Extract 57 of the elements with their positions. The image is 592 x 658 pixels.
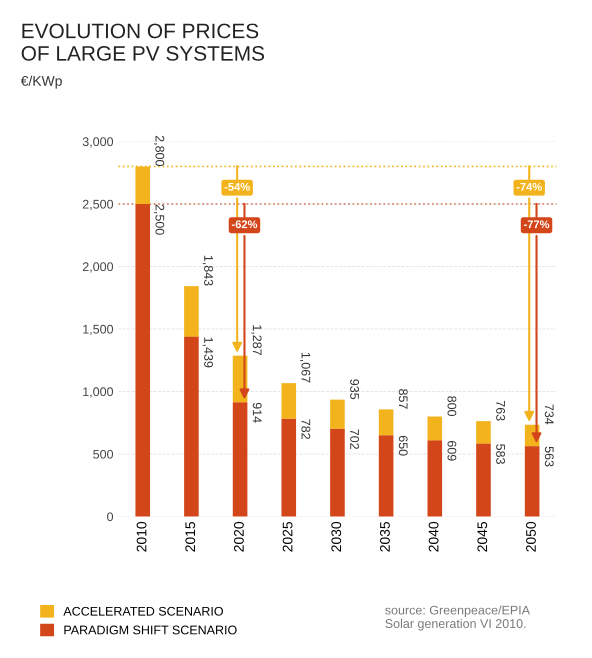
legend-label: ACCELERATED SCENARIO [63, 606, 223, 616]
text: 609 [447, 441, 456, 461]
bar [476, 421, 491, 444]
y-axis-title: €/KWp [20, 76, 62, 89]
text: 782 [301, 419, 310, 439]
total-label: 1,067 [300, 352, 310, 383]
bar [281, 418, 296, 517]
total-label: 800 [447, 396, 456, 416]
x-tick-label: 2035 [380, 522, 390, 552]
y-tick-label: 1,500 [83, 324, 114, 336]
y-tick-label: 500 [93, 450, 114, 459]
legend-label: PARADIGM SHIFT SCENARIO [64, 626, 237, 634]
bar [184, 336, 199, 517]
y-tick-label: 1,000 [83, 387, 114, 398]
total-label: 1,843 [202, 256, 213, 286]
y-tick-label: 2,500 [82, 200, 114, 210]
y-tick-label: 0 [107, 512, 114, 522]
bar [476, 444, 491, 517]
annotation: -77% [524, 220, 550, 228]
total-label: 734 [544, 404, 554, 424]
bar [427, 416, 442, 440]
x-tick-label: 2045 [477, 522, 488, 552]
total-label: 1,287 [251, 325, 262, 356]
chart-title: EVOLUTION OF PRICES OF LARGE PV SYSTEMS [22, 24, 264, 61]
x-tick-label: 2030 [331, 522, 342, 552]
bar [524, 446, 540, 517]
text: 583 [496, 444, 506, 464]
text: 702 [350, 429, 359, 449]
x-tick-label: 2040 [428, 522, 439, 552]
annotation: -62% [232, 220, 258, 228]
text: 914 [252, 402, 262, 423]
bar [232, 402, 248, 517]
source-note: source: Greenpeace/EPIA Solar generation VI 2010. [385, 605, 530, 630]
total-label: 857 [398, 389, 408, 409]
text: 1,439 [202, 338, 213, 368]
annotation: -74% [516, 182, 542, 191]
total-label: 2,800 [154, 136, 164, 166]
x-tick-label: 2025 [282, 522, 292, 552]
x-tick-label: 2020 [234, 522, 244, 552]
x-tick-label: 2010 [136, 522, 146, 552]
y-tick-label: 3,000 [82, 137, 114, 148]
bar [184, 286, 199, 337]
x-tick-label: 2050 [526, 522, 536, 552]
total-label: 763 [496, 400, 506, 421]
text: 2,500 [154, 204, 164, 235]
text: 563 [544, 446, 554, 466]
bar [330, 428, 345, 517]
bar [378, 435, 394, 517]
bar [330, 400, 345, 429]
bar [427, 440, 442, 517]
y-tick-label: 2,000 [82, 262, 114, 273]
total-label: 935 [350, 379, 359, 400]
bar [378, 409, 394, 436]
annotation: -54% [224, 182, 250, 191]
text: 650 [398, 436, 408, 456]
bar [281, 383, 296, 419]
x-tick-label: 2015 [185, 522, 196, 552]
